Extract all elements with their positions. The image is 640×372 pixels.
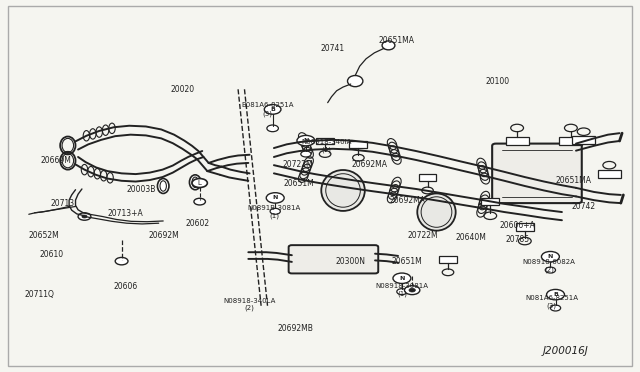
Circle shape: [297, 135, 315, 146]
Circle shape: [409, 288, 415, 292]
Text: J200016J: J200016J: [543, 346, 589, 356]
Text: N: N: [303, 138, 308, 143]
Text: 20713: 20713: [51, 199, 75, 208]
Bar: [572, 136, 595, 144]
Circle shape: [545, 267, 556, 273]
Text: 20713+A: 20713+A: [108, 209, 143, 218]
Text: (1): (1): [397, 291, 407, 297]
Ellipse shape: [417, 193, 456, 231]
Circle shape: [266, 193, 284, 203]
Circle shape: [267, 125, 278, 132]
Text: (1): (1): [269, 212, 279, 219]
Text: 20602: 20602: [185, 219, 209, 228]
Text: 20651MA: 20651MA: [556, 176, 591, 185]
Circle shape: [404, 286, 420, 295]
Text: 20300N: 20300N: [336, 257, 365, 266]
Text: N08918-340LA: N08918-340LA: [223, 298, 276, 304]
Ellipse shape: [348, 76, 363, 87]
Text: 20711Q: 20711Q: [25, 290, 54, 299]
Ellipse shape: [382, 41, 395, 50]
Text: 20742: 20742: [572, 202, 596, 211]
Text: N: N: [273, 195, 278, 201]
Bar: [439, 256, 457, 263]
Text: (4): (4): [321, 146, 332, 153]
Circle shape: [301, 151, 311, 157]
FancyBboxPatch shape: [289, 245, 378, 273]
Bar: [506, 137, 529, 145]
Circle shape: [270, 208, 280, 214]
Text: 20606: 20606: [113, 282, 138, 291]
Text: 20003B: 20003B: [126, 185, 156, 194]
Bar: [419, 174, 436, 181]
Text: N08918-340IA: N08918-340IA: [301, 139, 351, 145]
Text: (2): (2): [244, 305, 255, 311]
Text: 20651M: 20651M: [392, 257, 422, 266]
Ellipse shape: [321, 170, 365, 211]
Text: (2): (2): [544, 266, 554, 273]
Circle shape: [115, 257, 128, 265]
Text: 20651MA: 20651MA: [379, 36, 415, 45]
Text: 20785: 20785: [505, 235, 529, 244]
Ellipse shape: [189, 175, 201, 190]
Text: L: L: [198, 180, 202, 186]
Circle shape: [550, 305, 561, 311]
Text: 20692MA: 20692MA: [389, 196, 425, 205]
Text: 20692M: 20692M: [148, 231, 179, 240]
Text: 20020: 20020: [170, 85, 195, 94]
Text: 20606+A: 20606+A: [499, 221, 535, 230]
Text: 20610: 20610: [39, 250, 63, 259]
Text: N: N: [399, 276, 404, 281]
Text: B: B: [270, 107, 275, 112]
Text: B081A6-8251A: B081A6-8251A: [241, 102, 294, 108]
Ellipse shape: [157, 179, 169, 193]
Text: 20669M: 20669M: [41, 156, 72, 165]
Text: 20722M: 20722M: [282, 160, 313, 169]
Bar: [349, 141, 367, 148]
Text: N081A6-8251A: N081A6-8251A: [525, 295, 578, 301]
Text: N: N: [548, 254, 553, 259]
FancyBboxPatch shape: [492, 144, 582, 203]
Text: 20652M: 20652M: [28, 231, 59, 240]
Bar: [481, 198, 499, 205]
Circle shape: [192, 179, 207, 187]
Text: 20640M: 20640M: [456, 233, 486, 242]
Circle shape: [397, 289, 407, 295]
Circle shape: [194, 198, 205, 205]
Text: 20651M: 20651M: [284, 179, 314, 187]
Text: N08918-3081A: N08918-3081A: [376, 283, 428, 289]
Text: N08918-6082A: N08918-6082A: [523, 259, 575, 265]
Text: (3): (3): [547, 302, 557, 309]
Text: 20741: 20741: [321, 44, 345, 53]
Bar: [316, 138, 334, 144]
Text: 20100: 20100: [486, 77, 510, 86]
Circle shape: [82, 215, 87, 218]
Circle shape: [78, 213, 91, 220]
Circle shape: [393, 273, 411, 283]
Circle shape: [541, 251, 559, 262]
Circle shape: [547, 289, 564, 300]
Text: B: B: [553, 292, 558, 297]
Text: (3): (3): [262, 110, 273, 117]
Text: 20692MA: 20692MA: [352, 160, 388, 169]
Text: N0891B-3081A: N0891B-3081A: [247, 205, 301, 211]
Bar: [559, 137, 582, 145]
Bar: [516, 223, 534, 231]
Circle shape: [264, 105, 281, 114]
Text: 20692MB: 20692MB: [278, 324, 314, 333]
Text: 20722M: 20722M: [407, 231, 438, 240]
Bar: [598, 170, 621, 178]
